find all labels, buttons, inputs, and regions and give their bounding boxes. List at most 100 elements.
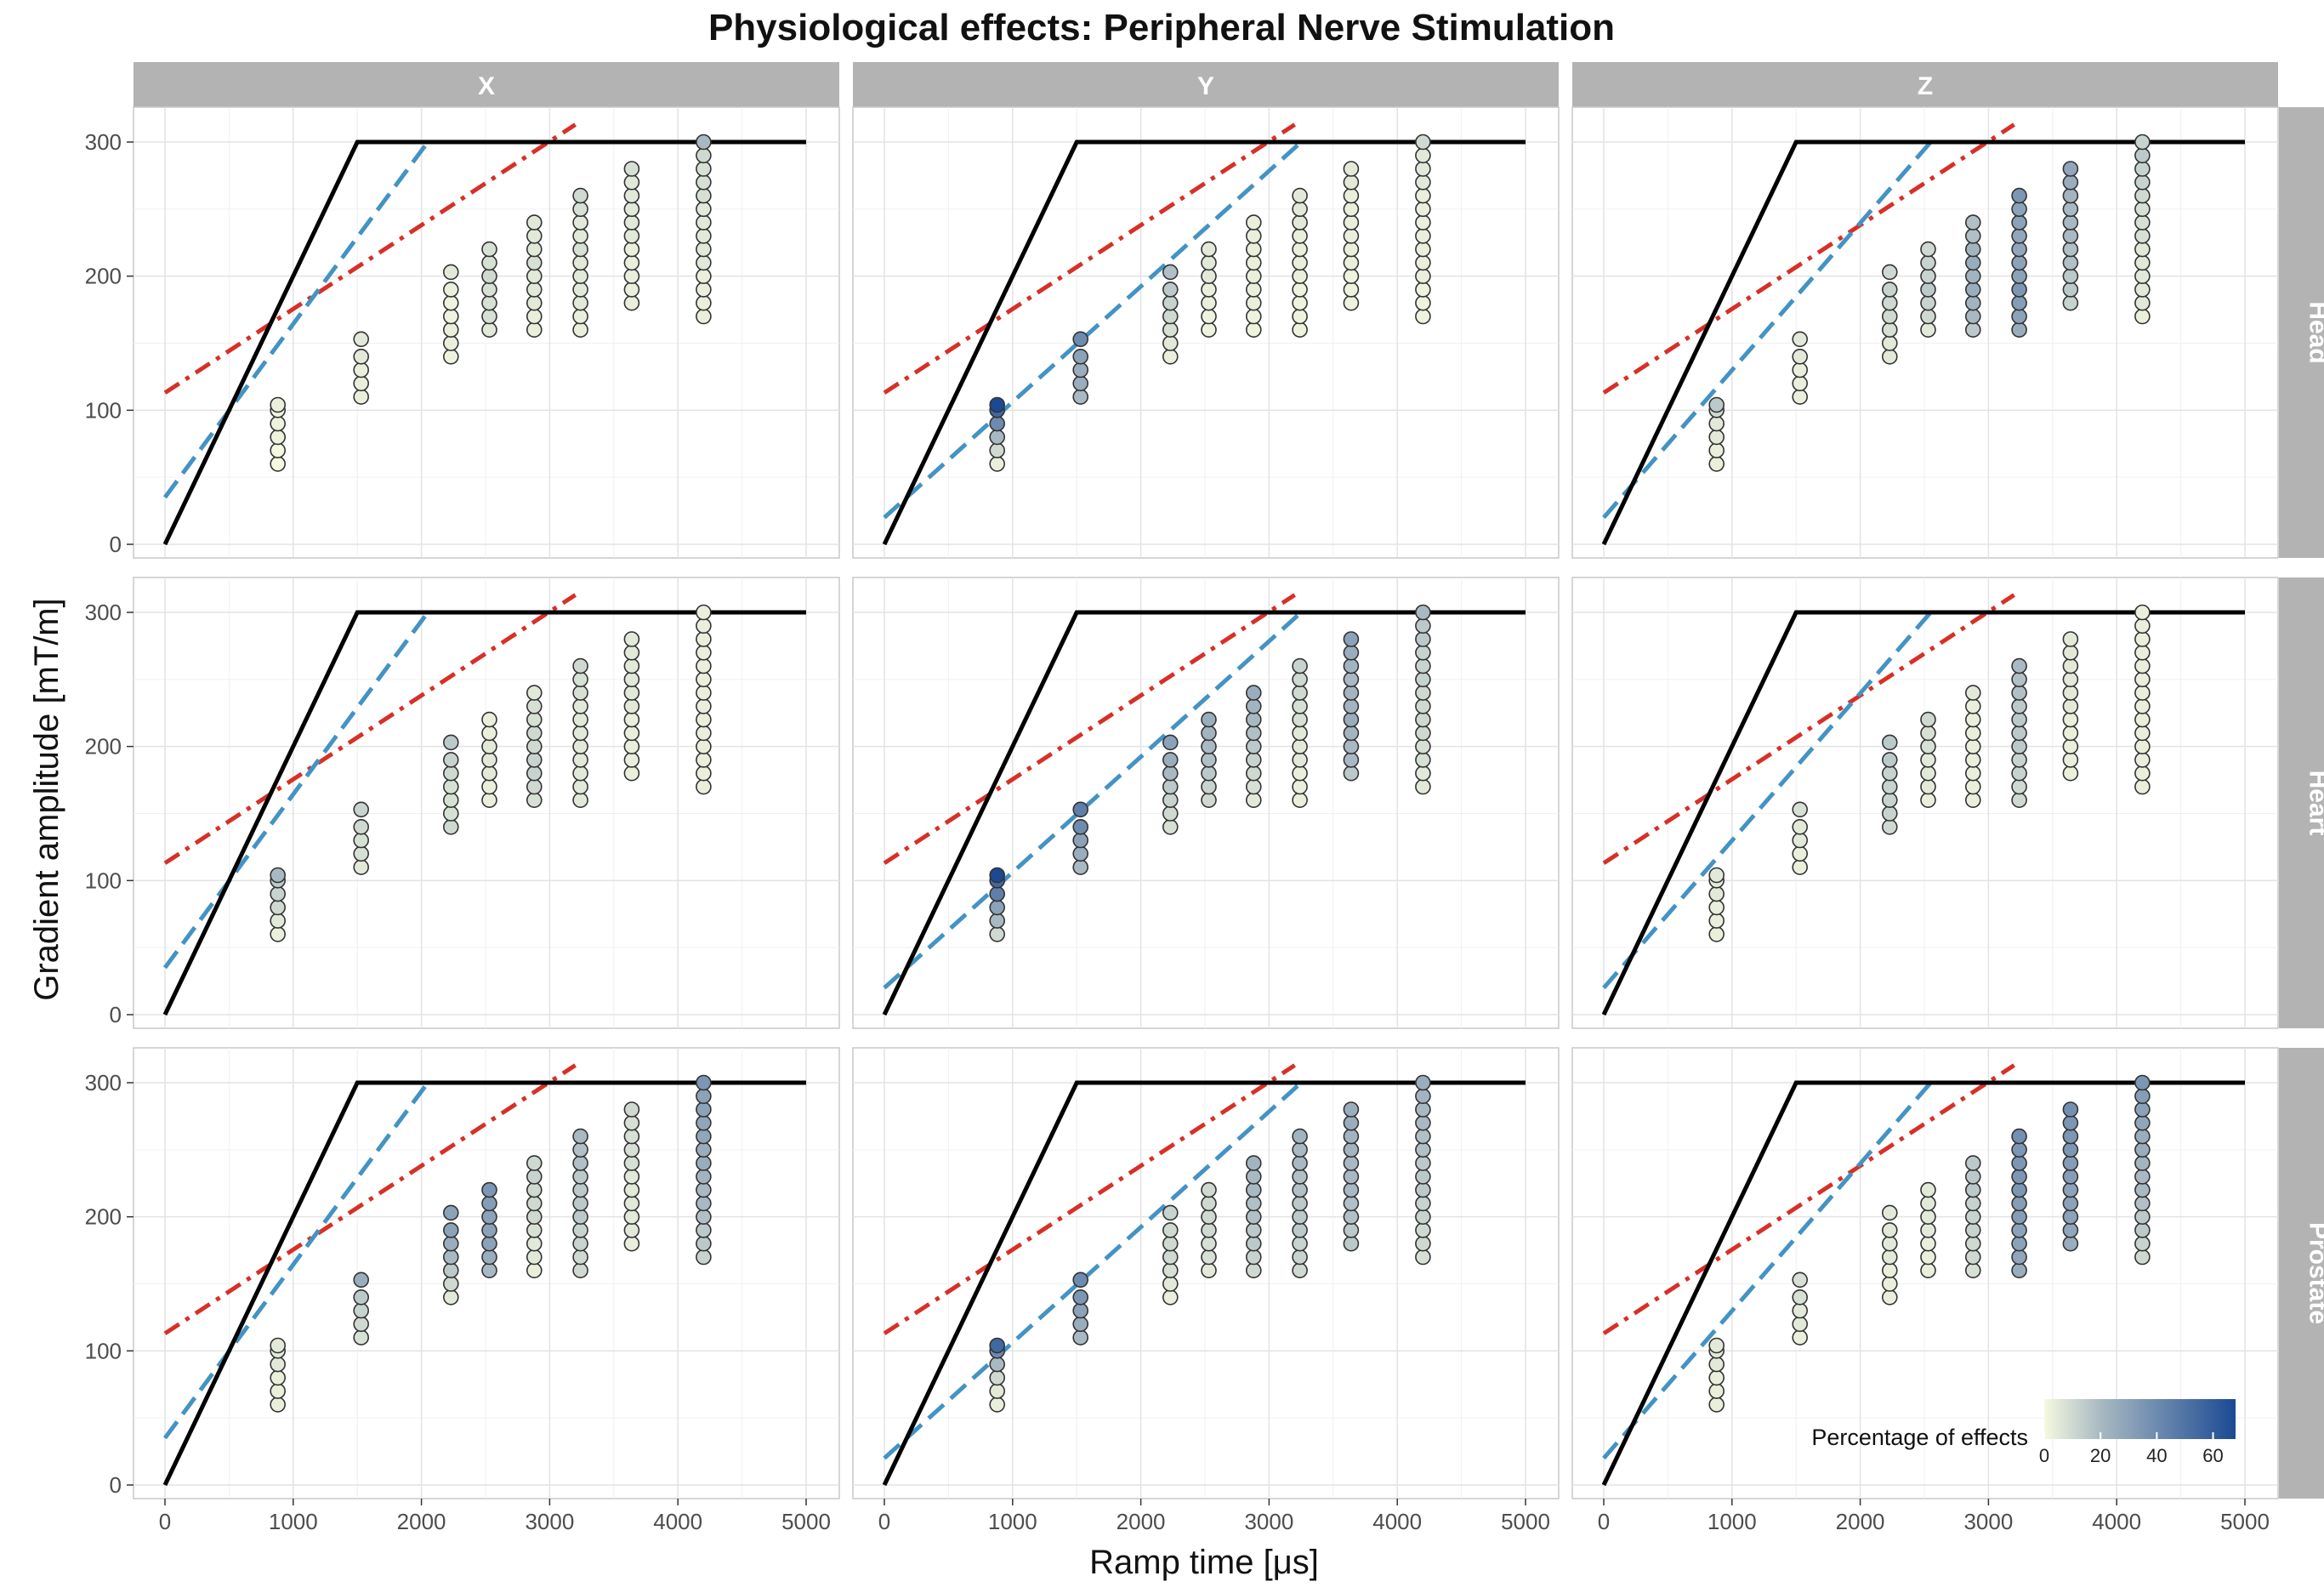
data-point — [1162, 818, 1179, 835]
data-point — [2011, 698, 2027, 714]
data-point — [526, 1222, 543, 1238]
data-point — [353, 375, 370, 392]
data-point — [1246, 1181, 1262, 1198]
data-point — [526, 752, 543, 768]
data-point — [481, 1262, 497, 1278]
data-point — [526, 294, 543, 311]
blue-dashed-line — [1602, 1081, 1933, 1460]
data-point — [526, 1181, 543, 1198]
data-point — [526, 321, 543, 339]
reference-lines — [162, 593, 806, 1016]
data-point — [353, 859, 370, 875]
data-point — [1415, 1235, 1431, 1252]
data-point — [1415, 254, 1431, 271]
data-point — [1415, 657, 1431, 674]
y-tick-label: 200 — [85, 1204, 122, 1230]
data-point — [442, 818, 459, 835]
data-point — [1201, 308, 1217, 325]
panel-heart-y — [852, 577, 1560, 1029]
data-point — [526, 254, 543, 271]
data-point — [2011, 1262, 2027, 1278]
data-point — [2011, 321, 2027, 339]
y-tick-label: 300 — [85, 600, 122, 625]
data-point — [696, 644, 712, 661]
red-dashdot-line — [163, 122, 577, 395]
data-point — [1246, 294, 1262, 311]
data-point — [2011, 1222, 2027, 1238]
panel-head-x — [133, 106, 840, 559]
data-point — [1246, 711, 1262, 728]
red-dashdot-line — [883, 122, 1296, 395]
data-point — [1201, 792, 1217, 809]
data-point — [2062, 254, 2079, 271]
data-point — [442, 752, 459, 768]
x-tick-label: 5000 — [781, 1509, 831, 1534]
data-point — [2011, 752, 2027, 768]
data-point — [623, 282, 640, 298]
data-point — [696, 1088, 712, 1105]
data-point — [1882, 282, 1898, 298]
data-point — [1415, 1155, 1431, 1171]
data-point — [526, 725, 543, 742]
data-point — [1415, 268, 1431, 285]
data-point — [2134, 778, 2151, 795]
data-point — [2062, 1195, 2079, 1212]
data-point — [2134, 698, 2151, 714]
data-point — [2062, 174, 2079, 191]
legend-ticks: 0 20 40 60 — [2039, 1432, 2224, 1466]
data-point — [1162, 1235, 1179, 1252]
data-point — [696, 187, 712, 204]
data-point — [1965, 698, 1981, 714]
data-point — [572, 1128, 588, 1145]
data-point — [1920, 321, 1936, 339]
data-point — [1708, 1369, 1725, 1386]
panel-heart-x — [133, 577, 840, 1029]
data-point — [2011, 671, 2027, 688]
data-point — [1415, 294, 1431, 311]
data-point — [2134, 282, 2151, 298]
data-point — [1292, 657, 1308, 674]
data-point — [1162, 348, 1179, 365]
data-point — [696, 1181, 712, 1198]
data-point — [2134, 134, 2151, 151]
data-point — [696, 617, 712, 634]
data-point — [1965, 282, 1981, 298]
data-point — [572, 685, 588, 701]
data-point — [526, 765, 543, 782]
data-point — [2134, 657, 2151, 674]
data-point — [270, 1337, 287, 1354]
data-point — [989, 913, 1005, 929]
data-point — [1415, 1101, 1431, 1118]
data-point — [2062, 738, 2079, 755]
data-point — [2134, 228, 2151, 244]
data-point — [1965, 254, 1981, 271]
data-point — [623, 214, 640, 230]
data-point — [1882, 335, 1898, 351]
data-point — [1162, 294, 1179, 311]
data-point — [2134, 631, 2151, 647]
data-point — [1343, 711, 1360, 728]
blue-dashed-line — [883, 1081, 1303, 1460]
data-point — [1920, 1249, 1936, 1266]
black-solid-line — [1601, 610, 2245, 1016]
data-point — [353, 832, 370, 849]
data-point — [1920, 738, 1936, 755]
data-point — [1162, 335, 1179, 351]
data-point — [526, 282, 543, 298]
y-tick-label: 0 — [110, 1002, 122, 1027]
data-point — [2062, 1115, 2079, 1131]
data-point — [2062, 671, 2079, 688]
data-point — [623, 711, 640, 728]
data-point — [2134, 241, 2151, 258]
strip-row-prostate — [2279, 1048, 2324, 1499]
data-point — [696, 1074, 712, 1091]
strip-col-z — [1572, 62, 2278, 107]
data-point — [572, 1181, 588, 1198]
data-point — [2134, 1115, 2151, 1131]
data-point — [1246, 752, 1262, 768]
data-point — [481, 268, 497, 285]
strip-col-label: Y — [1197, 72, 1214, 100]
data-point — [2062, 685, 2079, 701]
data-point — [1920, 792, 1936, 809]
data-point — [1343, 671, 1360, 688]
